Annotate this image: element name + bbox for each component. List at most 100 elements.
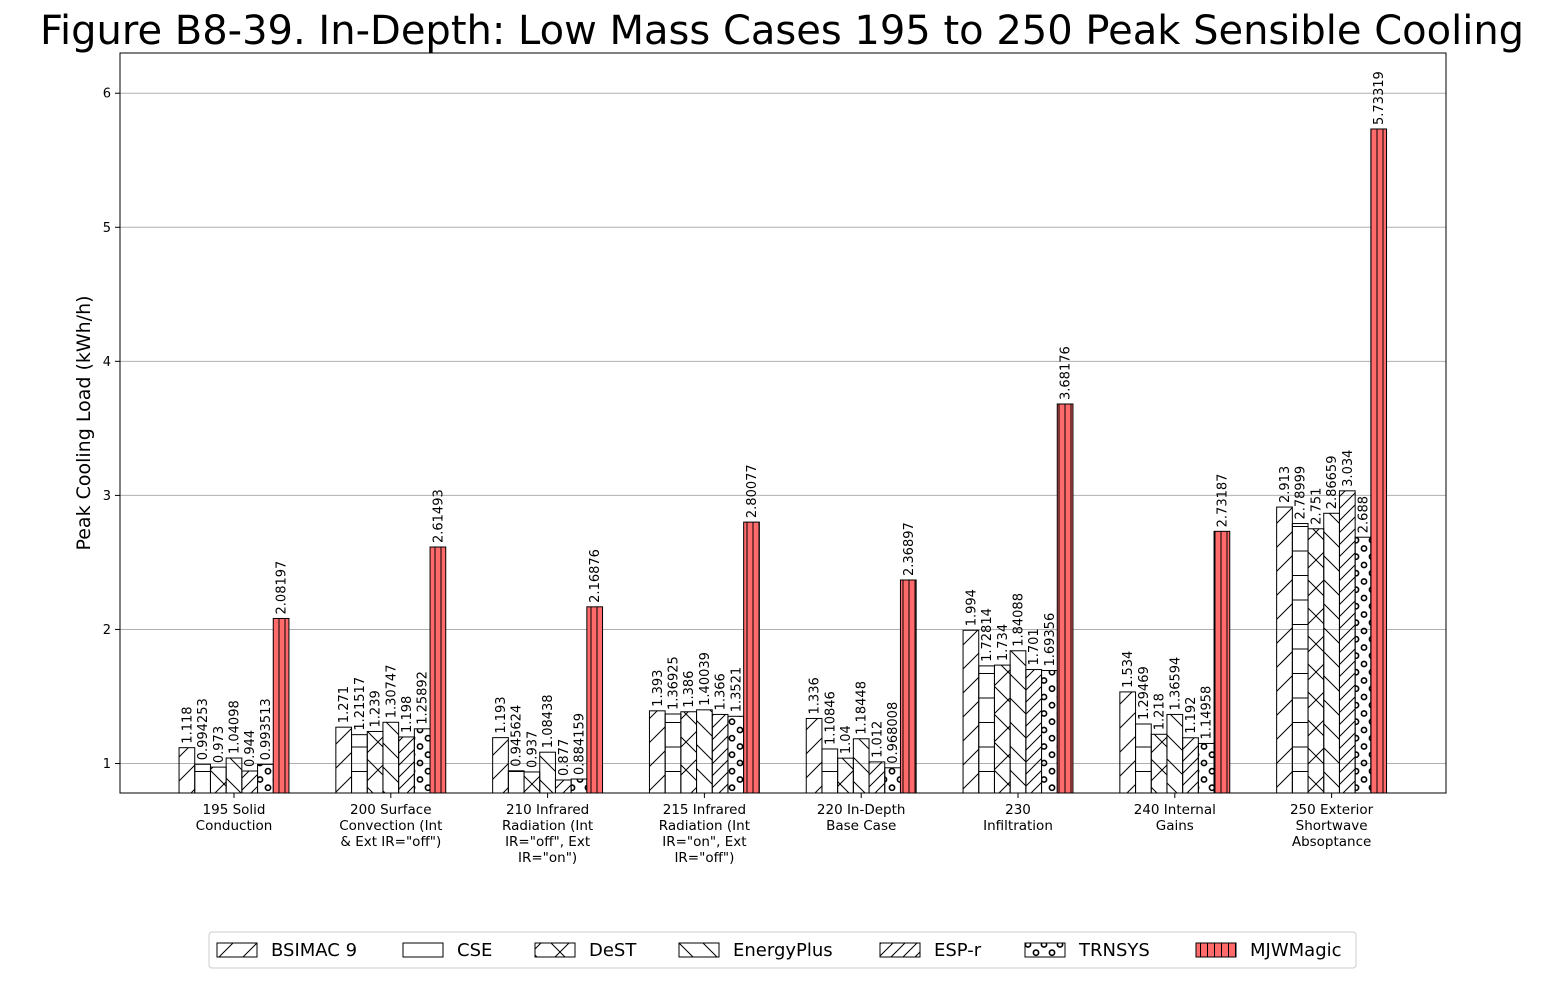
x-tick-label: Conduction (196, 818, 273, 834)
bar-cse (821, 748, 839, 794)
value-label: 1.336 (808, 677, 823, 714)
bar-energyplus (852, 738, 870, 794)
value-label: 1.04 (839, 725, 854, 754)
bar-energyplus (1009, 650, 1027, 794)
x-tick-label: 215 Infrared (663, 802, 746, 818)
legend-swatch (216, 942, 258, 958)
legend-frame (208, 931, 1357, 969)
bar-energyplus (1166, 713, 1184, 794)
bar-esp-r (1025, 669, 1043, 794)
value-label: 1.30747 (384, 665, 399, 719)
value-label: 1.271 (337, 686, 352, 723)
bar-esp-r (711, 713, 729, 794)
bar-mjwmagic (272, 617, 290, 794)
value-label: 2.751 (1309, 488, 1324, 525)
bar-bsimac-9 (492, 737, 509, 794)
x-tick-label: 220 In-Depth (817, 802, 906, 818)
bar-bsimac-9 (962, 629, 980, 794)
x-tick-label: Infiltration (983, 818, 1053, 834)
bar-esp-r (398, 736, 415, 794)
bar-mjwmagic (1056, 403, 1074, 794)
x-tick-label: 230 (1005, 802, 1031, 818)
value-label: 1.10846 (823, 691, 838, 745)
bar-bsimac-9 (648, 710, 666, 794)
x-tick-label: Radiation (Int (659, 818, 750, 834)
legend-swatch (1195, 942, 1237, 958)
x-tick-label: & Ext IR="off") (340, 834, 441, 850)
x-tick-label: 250 Exterior (1290, 802, 1374, 818)
bar-cse (978, 665, 995, 794)
legend-item: EnergyPlus (678, 940, 833, 961)
value-label: 0.944 (243, 730, 258, 767)
y-axis-label: Peak Cooling Load (kWh/h) (73, 295, 95, 550)
value-label: 0.993513 (259, 698, 274, 760)
bar-bsimac-9 (335, 726, 353, 794)
value-label: 1.72814 (980, 608, 995, 662)
value-label: 1.25892 (416, 671, 431, 725)
bar-cse (1291, 523, 1309, 794)
x-tick-label: 200 Surface (350, 802, 432, 818)
bar-bsimac-9 (1119, 691, 1137, 794)
bar-dest (680, 711, 698, 794)
bar-esp-r (554, 779, 572, 794)
bar-bsimac-9 (178, 747, 196, 794)
value-label: 2.36897 (902, 522, 917, 576)
bar-dest (209, 766, 227, 794)
x-tick-label: IR="on") (518, 850, 577, 866)
bar-cse (664, 713, 682, 794)
value-label: 1.84088 (1012, 593, 1027, 647)
bar-dest (523, 771, 541, 794)
value-label: 2.913 (1278, 466, 1293, 503)
value-label: 2.08197 (275, 561, 290, 615)
value-label: 2.61493 (431, 489, 446, 543)
value-label: 0.884159 (573, 713, 588, 775)
bar-cse (507, 770, 525, 794)
x-tick-label: Convection (Int (339, 818, 442, 834)
x-tick-label: Base Case (826, 818, 896, 834)
value-label: 1.04098 (228, 700, 243, 754)
value-label: 1.193 (494, 696, 509, 733)
value-label: 1.14958 (1200, 686, 1215, 740)
value-label: 1.18448 (855, 681, 870, 735)
bar-cse (1135, 723, 1152, 794)
bar-trnsys (884, 767, 901, 794)
x-tick-label: 240 Internal (1134, 802, 1216, 818)
value-label: 1.08438 (541, 694, 556, 748)
bar-trnsys (1197, 742, 1215, 794)
legend-label: BSIMAC 9 (271, 940, 357, 961)
value-label: 1.40039 (698, 652, 713, 706)
bar-dest (1150, 733, 1168, 794)
bar-energyplus (1323, 512, 1340, 794)
legend-label: TRNSYS (1078, 940, 1150, 961)
value-label: 0.877 (557, 739, 572, 776)
x-tick-label: Absoptance (1292, 834, 1372, 850)
bar-mjwmagic (1213, 530, 1231, 794)
x-tick-label: IR="off") (674, 850, 734, 866)
value-label: 2.73187 (1215, 474, 1230, 528)
legend-item: ESP-r (879, 940, 982, 961)
value-label: 1.36594 (1168, 657, 1183, 711)
legend-item: DeST (534, 940, 637, 961)
legend-label: CSE (457, 940, 492, 961)
bar-energyplus (696, 709, 713, 794)
bar-bsimac-9 (805, 717, 823, 794)
value-label: 0.968008 (886, 702, 901, 764)
value-labels: 1.118 0.994253 0.973 1.04098 0.944 0.993513 2.… (180, 71, 1387, 776)
x-tick-label: Radiation (Int (502, 818, 593, 834)
bar-mjwmagic (899, 579, 917, 794)
value-label: 1.198 (400, 696, 415, 733)
bar-mjwmagic (429, 546, 447, 794)
chart-title: Figure B8-39. In-Depth: Low Mass Cases 1… (40, 8, 1524, 54)
value-label: 1.994 (964, 589, 979, 626)
legend-label: DeST (589, 940, 637, 961)
bar-cse (351, 734, 368, 794)
value-label: 1.386 (682, 671, 697, 708)
value-label: 1.366 (714, 673, 729, 710)
value-label: 0.937 (525, 731, 540, 768)
value-label: 1.69356 (1043, 613, 1058, 667)
legend-item: CSE (402, 940, 492, 961)
value-label: 1.734 (996, 624, 1011, 661)
